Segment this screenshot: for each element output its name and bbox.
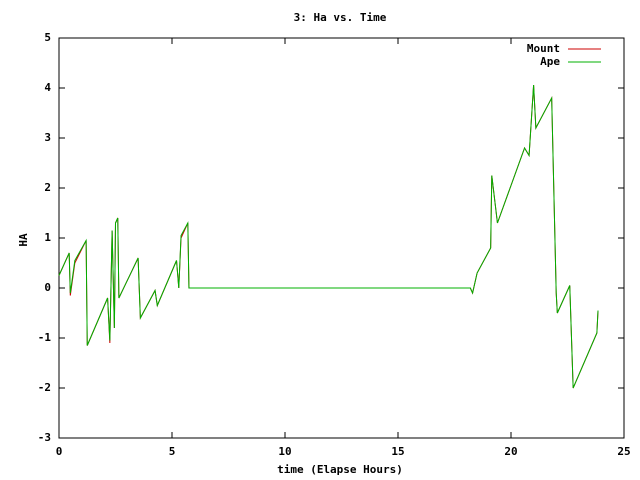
y-tick-label: 4 xyxy=(44,81,51,94)
x-tick-label: 5 xyxy=(169,445,176,458)
data-line xyxy=(58,84,599,389)
y-tick-label: -3 xyxy=(38,431,51,444)
y-tick-label: -2 xyxy=(38,381,51,394)
data-line xyxy=(58,84,599,389)
x-tick-label: 25 xyxy=(617,445,630,458)
y-tick-label: -1 xyxy=(38,331,52,344)
legend-label: Mount xyxy=(527,42,560,55)
y-axis-label: HA xyxy=(17,233,30,247)
x-tick-label: 20 xyxy=(504,445,517,458)
y-tick-label: 1 xyxy=(44,231,51,244)
y-tick-label: 5 xyxy=(44,31,51,44)
x-tick-label: 10 xyxy=(278,445,291,458)
x-tick-label: 15 xyxy=(391,445,404,458)
y-tick-label: 0 xyxy=(44,281,51,294)
x-axis-label: time (Elapse Hours) xyxy=(277,463,403,476)
y-tick-label: 2 xyxy=(44,181,51,194)
y-tick-label: 3 xyxy=(44,131,51,144)
plot-frame xyxy=(58,37,625,439)
legend-label: Ape xyxy=(540,55,560,68)
chart-title: 3: Ha vs. Time xyxy=(294,11,387,24)
x-tick-label: 0 xyxy=(56,445,63,458)
